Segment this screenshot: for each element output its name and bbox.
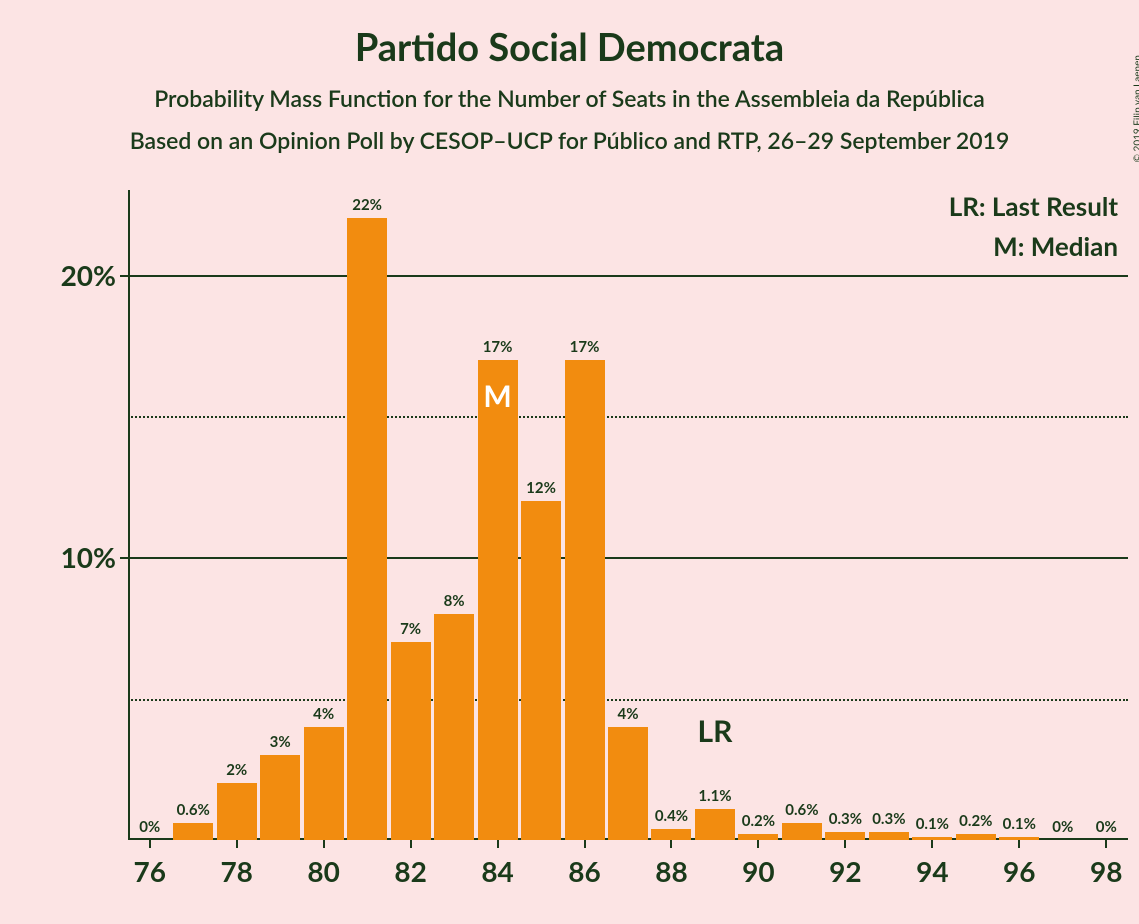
bar: 17%: [565, 360, 605, 840]
bar-value-label: 22%: [352, 196, 382, 218]
bar: 4%: [304, 727, 344, 840]
y-tick-label: 20%: [61, 258, 128, 292]
bar-value-label: 0.3%: [829, 810, 862, 832]
bar: 22%: [347, 218, 387, 840]
bar-value-label: 0%: [139, 818, 160, 840]
copyright-text: © 2019 Filip van Laenen: [1131, 55, 1139, 162]
x-tick-label: 92: [829, 840, 861, 888]
y-axis: [128, 190, 130, 840]
x-tick-label: 86: [568, 840, 600, 888]
bar-value-label: 0.6%: [785, 801, 818, 823]
bar: 0.3%: [825, 832, 865, 840]
bar-value-label: 17%: [570, 338, 600, 360]
bar-value-label: 0.1%: [916, 815, 949, 837]
bar-value-label: 8%: [444, 592, 465, 614]
legend-last-result: LR: Last Result: [949, 190, 1118, 222]
chart-container: Partido Social Democrata Probability Mas…: [0, 0, 1139, 924]
y-tick-label: 10%: [61, 540, 128, 574]
bar: 0.4%: [651, 829, 691, 840]
bar-value-label: 7%: [400, 620, 421, 642]
x-tick-label: 94: [916, 840, 948, 888]
bar-value-label: 4%: [313, 705, 334, 727]
bar-value-label: 0.2%: [742, 812, 775, 834]
bar-value-label: 4%: [618, 705, 639, 727]
x-tick-label: 82: [394, 840, 426, 888]
bar: 0.6%: [782, 823, 822, 840]
bar-value-label: 0.6%: [177, 801, 210, 823]
bar: 1.1%: [695, 809, 735, 840]
x-tick-label: 78: [220, 840, 252, 888]
bar: 0.6%: [173, 823, 213, 840]
last-result-marker: LR: [698, 713, 733, 749]
bar-value-label: 0.1%: [1003, 815, 1036, 837]
x-tick-label: 84: [481, 840, 513, 888]
bar: 2%: [217, 783, 257, 840]
x-tick-label: 90: [742, 840, 774, 888]
bar-value-label: 2%: [226, 761, 247, 783]
bar-value-label: 1.1%: [698, 787, 731, 809]
x-tick-label: 80: [307, 840, 339, 888]
x-tick-label: 88: [655, 840, 687, 888]
bar: 7%: [391, 642, 431, 840]
x-tick-label: 96: [1003, 840, 1035, 888]
bar-value-label: 0%: [1052, 818, 1073, 840]
bar: 3%: [260, 755, 300, 840]
bar: 4%: [608, 727, 648, 840]
bar: 8%: [434, 614, 474, 840]
legend-median: M: Median: [993, 230, 1118, 262]
bar: 17%: [478, 360, 518, 840]
bar: 12%: [521, 501, 561, 840]
bar-value-label: 0.4%: [655, 807, 688, 829]
gridline-major: [128, 557, 1128, 559]
bar-value-label: 17%: [483, 338, 513, 360]
chart-subtitle-2: Based on an Opinion Poll by CESOP–UCP fo…: [0, 112, 1139, 154]
chart-subtitle-1: Probability Mass Function for the Number…: [0, 70, 1139, 112]
chart-title: Partido Social Democrata: [0, 0, 1139, 70]
gridline-minor: [128, 416, 1128, 418]
median-marker: M: [483, 378, 511, 414]
bar-value-label: 12%: [526, 479, 556, 501]
bar-value-label: 0%: [1096, 818, 1117, 840]
gridline-major: [128, 275, 1128, 277]
x-tick-label: 98: [1090, 840, 1122, 888]
plot-area: LR: Last Result M: Median 10%20%0%0.6%2%…: [128, 190, 1128, 840]
bar: 0.2%: [956, 834, 996, 840]
bar: 0.3%: [869, 832, 909, 840]
bar-value-label: 3%: [270, 733, 291, 755]
gridline-minor: [128, 699, 1128, 701]
bar-value-label: 0.3%: [872, 810, 905, 832]
x-tick-label: 76: [133, 840, 165, 888]
bar-value-label: 0.2%: [959, 812, 992, 834]
